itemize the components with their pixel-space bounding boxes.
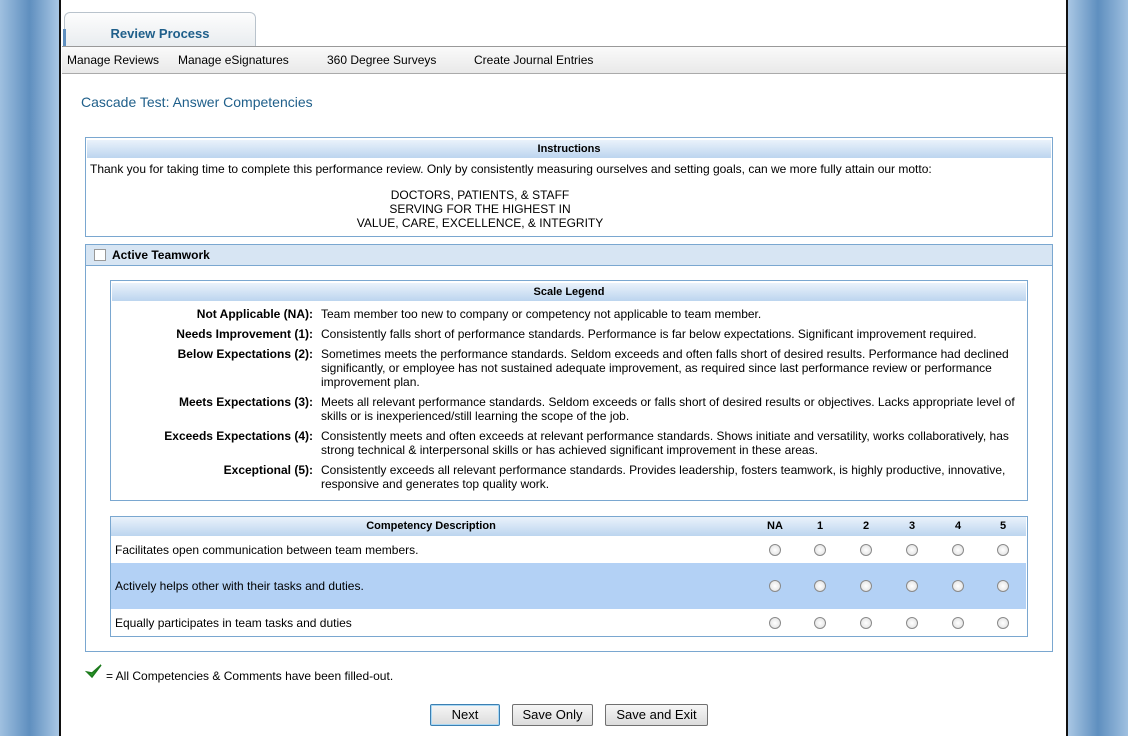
- competency-text: Equally participates in team tasks and d…: [115, 615, 352, 630]
- radio-button[interactable]: [769, 580, 781, 592]
- radio-button[interactable]: [860, 543, 872, 556]
- status-note: = All Competencies & Comments have been …: [106, 669, 394, 683]
- legend-term: Not Applicable (NA):: [196, 307, 313, 321]
- legend-desc: Meets all relevant performance standards…: [321, 395, 1015, 423]
- legend-term: Meets Expectations (3):: [178, 395, 313, 409]
- legend-row: Exceptional (5): Consistently exceeds all…: [111, 463, 1027, 491]
- instructions-box: Instructions Thank you for taking time t…: [85, 137, 1053, 237]
- legend-row: Not Applicable (NA): Team member too new …: [111, 307, 1027, 321]
- motto-line: SERVING FOR THE HIGHEST IN: [389, 202, 571, 216]
- column-header: 3: [908, 520, 916, 532]
- legend-row: Meets Expectations (3): Meets all relevan…: [111, 395, 1027, 423]
- radio-button[interactable]: [997, 580, 1009, 592]
- section-box: Active Teamwork Scale Legend Not Applica…: [85, 244, 1053, 652]
- motto-line: DOCTORS, PATIENTS, & STAFF: [390, 188, 570, 202]
- column-header: Competency Description: [366, 520, 496, 532]
- legend-row: Below Expectations (2): Sometimes meets t…: [111, 347, 1027, 389]
- legend-desc: Sometimes meets the performance standard…: [321, 347, 1009, 389]
- radio-button[interactable]: [769, 543, 781, 556]
- radio-button[interactable]: [814, 580, 826, 592]
- column-header: 1: [816, 520, 824, 532]
- section-title: Active Teamwork: [112, 248, 210, 262]
- competency-text: Actively helps other with their tasks an…: [115, 579, 364, 593]
- box-header: Scale Legend: [112, 282, 1026, 301]
- tab[interactable]: Review Process: [63, 12, 256, 48]
- motto-line: VALUE, CARE, EXCELLENCE, & INTEGRITY: [356, 216, 604, 230]
- legend-desc: Team member too new to company or compet…: [321, 307, 762, 321]
- section-icon: [94, 249, 106, 261]
- legend-desc: Consistently falls short of performance …: [321, 327, 977, 341]
- button[interactable]: Next: [430, 704, 500, 726]
- radio-button[interactable]: [814, 616, 826, 629]
- menu-item[interactable]: Manage eSignatures: [178, 53, 289, 67]
- box-header: Instructions: [87, 139, 1051, 158]
- legend-row: Needs Improvement (1): Consistently falls…: [111, 327, 1027, 341]
- radio-button[interactable]: [952, 543, 964, 556]
- radio-button[interactable]: [814, 543, 826, 556]
- radio-button[interactable]: [860, 580, 872, 592]
- radio-button[interactable]: [769, 616, 781, 629]
- menu-item[interactable]: Create Journal Entries: [474, 53, 594, 67]
- radio-button[interactable]: [997, 616, 1009, 629]
- column-header: NA: [767, 520, 783, 532]
- table-header: Competency Description NA 1 2 3 4 5: [111, 517, 1026, 536]
- legend-row: Exceeds Expectations (4): Consistently me…: [111, 429, 1027, 457]
- check-icon: [85, 664, 102, 679]
- competency-table: Competency Description NA 1 2 3 4 5 Facilitate…: [110, 516, 1028, 637]
- button[interactable]: Save Only: [512, 704, 593, 726]
- table-row: Facilitates open communication between t…: [111, 536, 1026, 563]
- menu-item[interactable]: Manage Reviews: [67, 53, 160, 67]
- button[interactable]: Save and Exit: [605, 704, 708, 726]
- legend-term: Needs Improvement (1):: [176, 327, 313, 341]
- radio-button[interactable]: [860, 616, 872, 629]
- column-header: 5: [999, 520, 1007, 532]
- instructions-text: Thank you for taking time to complete th…: [90, 162, 932, 176]
- menu-item[interactable]: 360 Degree Surveys: [327, 53, 437, 67]
- legend-desc: Consistently exceeds all relevant perfor…: [321, 463, 1006, 491]
- side-panel: [1066, 0, 1128, 736]
- radio-button[interactable]: [952, 616, 964, 629]
- page-title: Cascade Test: Answer Competencies: [81, 94, 313, 110]
- motto: DOCTORS, PATIENTS, & STAFF SERVING FOR T…: [90, 188, 870, 230]
- radio-button[interactable]: [906, 543, 918, 556]
- menu-bar: Manage Reviews Manage eSignatures 360 De…: [62, 46, 1066, 74]
- radio-button[interactable]: [952, 580, 964, 592]
- section-header[interactable]: Active Teamwork: [86, 245, 1052, 266]
- side-panel: [0, 0, 61, 736]
- table-row: Actively helps other with their tasks an…: [111, 563, 1026, 609]
- legend-box: Scale Legend Not Applicable (NA): Team me…: [110, 280, 1028, 501]
- column-header: 2: [862, 520, 870, 532]
- table-row: Equally participates in team tasks and d…: [111, 609, 1026, 636]
- radio-button[interactable]: [997, 543, 1009, 556]
- radio-button[interactable]: [906, 616, 918, 629]
- competency-text: Facilitates open communication between t…: [115, 542, 419, 557]
- radio-button[interactable]: [906, 580, 918, 592]
- legend-term: Exceeds Expectations (4):: [164, 429, 313, 443]
- legend-term: Exceptional (5):: [223, 463, 313, 477]
- legend-rows: Not Applicable (NA): Team member too new …: [111, 307, 1027, 491]
- legend-desc: Consistently meets and often exceeds at …: [321, 429, 1009, 457]
- legend-term: Below Expectations (2):: [177, 347, 313, 361]
- column-header: 4: [954, 520, 962, 532]
